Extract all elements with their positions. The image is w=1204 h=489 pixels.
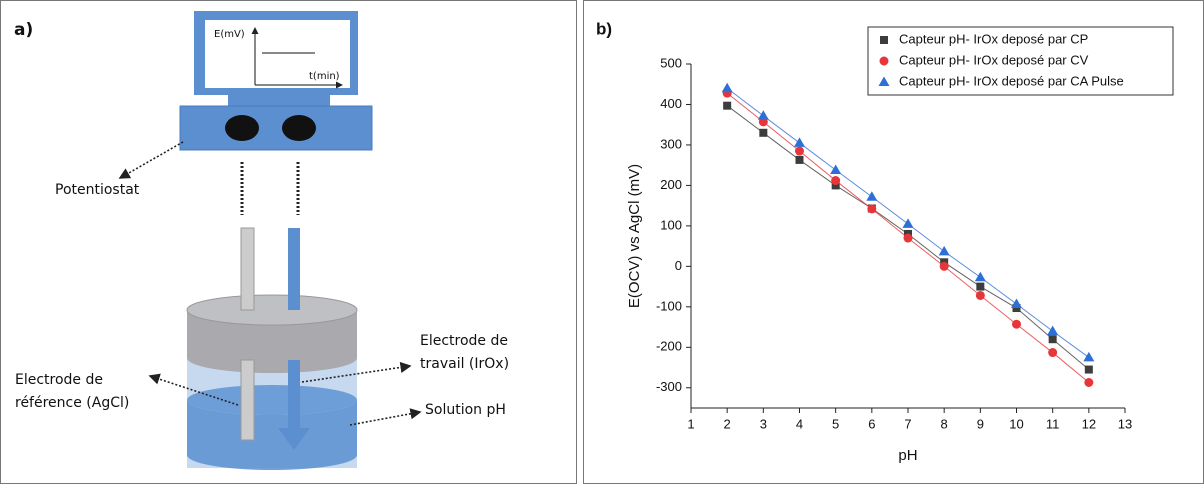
point <box>938 245 950 256</box>
x-tick-label: 8 <box>941 416 948 431</box>
x-tick-label: 3 <box>760 416 767 431</box>
panel-label: b) <box>596 19 612 38</box>
working-electrode <box>288 228 300 310</box>
legend-label: Capteur pH- IrOx deposé par CA Pulse <box>899 73 1124 88</box>
point <box>1047 325 1059 336</box>
point <box>831 181 840 190</box>
point <box>1048 335 1057 344</box>
point <box>721 82 733 93</box>
x-tick-label: 6 <box>868 416 875 431</box>
point <box>976 282 985 291</box>
stand <box>228 95 330 106</box>
legend-label: Capteur pH- IrOx deposé par CV <box>899 52 1089 67</box>
screen-label: E(mV) <box>214 29 245 40</box>
y-tick-label: 300 <box>660 136 682 151</box>
panel-label: a) <box>14 20 33 40</box>
potentiostat-body <box>179 105 373 151</box>
label: Electrode de <box>15 372 103 388</box>
point <box>902 218 914 228</box>
point <box>757 110 769 120</box>
point <box>1083 351 1095 362</box>
point <box>974 271 986 282</box>
working-electrode <box>278 360 310 450</box>
x-tick-label: 11 <box>1046 416 1060 431</box>
point <box>759 128 768 137</box>
y-tick-label: 400 <box>660 96 682 111</box>
x-tick-label: 1 <box>687 416 694 431</box>
point <box>830 164 842 175</box>
lid-top <box>186 294 358 326</box>
x-tick-label: 7 <box>904 416 911 431</box>
point <box>1084 365 1093 374</box>
point <box>903 233 913 243</box>
screen-label: t(min) <box>309 71 340 82</box>
label: Potentiostat <box>55 182 140 198</box>
reference-electrode <box>240 227 255 311</box>
x-tick-label: 10 <box>1009 416 1023 431</box>
screen <box>205 20 350 88</box>
x-tick-label: 4 <box>796 416 803 431</box>
point <box>1048 348 1058 358</box>
point <box>795 146 804 156</box>
point <box>794 137 805 147</box>
knob <box>225 115 259 141</box>
point <box>1084 378 1094 388</box>
y-tick-label: -100 <box>656 298 682 313</box>
point <box>723 101 732 110</box>
point <box>866 191 878 201</box>
y-tick-label: -300 <box>656 379 682 394</box>
legend-marker <box>878 76 890 86</box>
label: travail (IrOx) <box>420 356 509 372</box>
y-tick-label: 200 <box>660 177 682 192</box>
solution <box>187 400 357 470</box>
point <box>831 176 841 186</box>
x-tick-label: 13 <box>1118 416 1132 431</box>
label: Electrode de <box>420 333 508 349</box>
legend-marker <box>880 36 888 44</box>
y-tick-label: 500 <box>660 55 682 70</box>
point <box>939 261 949 271</box>
point <box>1011 298 1022 308</box>
point <box>1012 319 1021 329</box>
y-tick-label: -200 <box>656 339 682 354</box>
legend-marker <box>879 56 889 66</box>
legend <box>867 26 1174 96</box>
lid-bottom <box>187 343 357 373</box>
point <box>975 290 985 300</box>
y-axis-title: E(OCV) vs AgCl (mV) <box>626 164 643 308</box>
point <box>1012 304 1021 313</box>
diagram: a) E(mV) t(min) Potentiostat Electrode d… <box>14 11 509 470</box>
legend-label: Capteur pH- IrOx deposé par CP <box>899 31 1088 46</box>
x-tick-label: 2 <box>724 416 731 431</box>
y-tick-label: 0 <box>675 258 682 273</box>
x-tick-label: 9 <box>977 416 984 431</box>
solution-surface <box>187 385 357 415</box>
pointer <box>118 141 184 179</box>
x-tick-label: 12 <box>1082 416 1096 431</box>
y-tick-label: 100 <box>660 217 682 232</box>
pointer <box>148 373 239 406</box>
point <box>867 204 877 214</box>
label: Solution pH <box>425 402 506 418</box>
x-axis-title: pH <box>898 447 917 464</box>
x-tick-label: 5 <box>832 416 839 431</box>
reference-electrode <box>240 359 255 441</box>
pointer <box>349 408 422 426</box>
knob <box>282 115 316 141</box>
point <box>795 155 804 164</box>
label: référence (AgCl) <box>15 395 129 411</box>
